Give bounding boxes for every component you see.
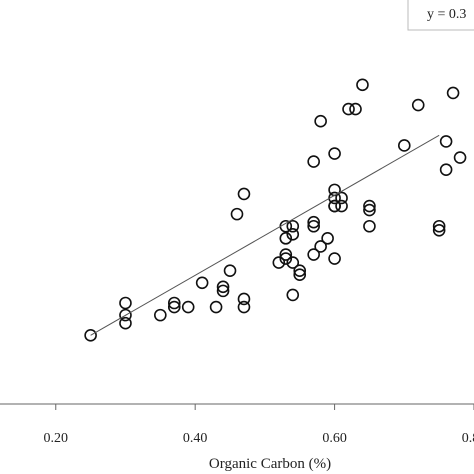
data-point <box>397 139 411 152</box>
equation-label: y = 0.3 <box>427 7 466 22</box>
x-tick-label: 0.80 <box>462 431 474 446</box>
data-point <box>293 268 307 282</box>
data-point <box>411 98 425 112</box>
data-point <box>119 316 132 330</box>
data-point <box>453 151 467 164</box>
data-point <box>432 223 446 237</box>
data-point <box>307 215 320 229</box>
trendline <box>90 134 440 336</box>
data-point <box>230 207 244 221</box>
data-point <box>237 300 251 314</box>
data-point <box>195 276 209 290</box>
data-point <box>279 252 293 265</box>
data-point <box>314 240 327 253</box>
equation-box: y = 0.3 <box>407 0 474 31</box>
data-point <box>439 135 453 148</box>
data-point <box>342 102 355 116</box>
x-axis-label: Organic Carbon (%) <box>209 456 331 472</box>
data-point <box>321 232 334 245</box>
data-point <box>286 288 300 302</box>
data-point <box>279 232 293 245</box>
data-point <box>272 256 286 269</box>
data-point <box>328 147 341 160</box>
data-point <box>349 102 362 116</box>
data-point <box>356 78 369 92</box>
data-point <box>167 296 181 310</box>
data-point <box>216 284 230 298</box>
data-point <box>328 199 341 213</box>
data-point <box>167 300 181 314</box>
data-point <box>439 163 453 176</box>
data-point <box>335 191 348 205</box>
data-point <box>363 219 376 233</box>
data-point <box>181 300 195 314</box>
data-point <box>286 228 300 241</box>
data-point <box>314 114 327 128</box>
data-point <box>216 280 230 294</box>
data-point <box>307 248 320 261</box>
data-point <box>237 187 251 201</box>
data-point <box>237 292 251 306</box>
data-point <box>328 252 341 265</box>
data-point <box>293 264 307 277</box>
data-points <box>84 78 467 342</box>
x-tick-label: 0.40 <box>183 431 208 446</box>
data-point <box>446 86 460 100</box>
data-point <box>363 203 376 217</box>
x-tick-label: 0.60 <box>322 431 347 446</box>
data-point <box>432 219 446 233</box>
data-point <box>335 199 348 213</box>
data-point <box>119 296 132 310</box>
data-point <box>279 248 293 261</box>
data-point <box>363 199 376 213</box>
x-tick-label: 0.20 <box>44 431 69 446</box>
data-point <box>84 329 97 342</box>
data-point <box>209 300 223 314</box>
data-point <box>286 219 300 233</box>
data-point <box>307 219 320 233</box>
x-ticks: 0.20 0.40 0.60 0.80 <box>44 404 474 446</box>
data-point <box>119 308 132 322</box>
equation-box-frame <box>407 0 474 31</box>
data-point <box>307 155 320 168</box>
data-point <box>154 308 167 322</box>
data-point <box>223 264 237 277</box>
data-point <box>286 256 300 269</box>
